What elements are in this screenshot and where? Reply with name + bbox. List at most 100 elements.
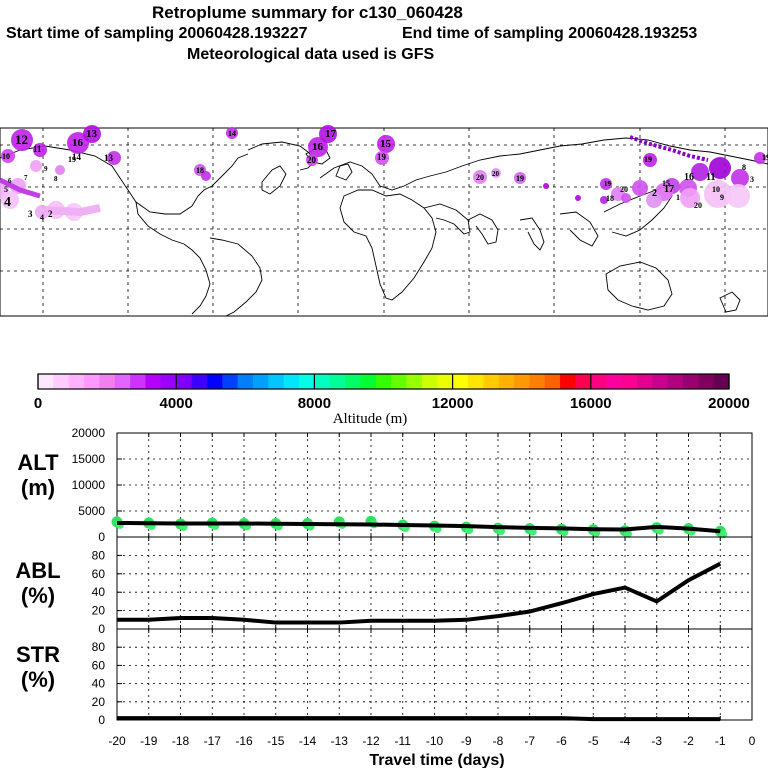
hour-marker-label: 20 [476, 173, 484, 182]
colorbar-segment [621, 374, 638, 389]
colorbar-tick-label: 8000 [298, 395, 331, 412]
plume-blob [709, 157, 731, 179]
y-tick-label: 40 [92, 585, 106, 599]
hour-marker-label: 14 [72, 152, 82, 162]
x-tick-label: -1 [715, 734, 726, 748]
met-data-label: Meteorological data used is GFS [187, 46, 435, 63]
plume-blob [543, 183, 549, 189]
colorbar-segment [206, 374, 223, 389]
y-tick-label: 20 [92, 695, 106, 709]
plume-blob [643, 153, 657, 167]
colorbar-segment [452, 374, 469, 389]
hour-marker-label: 2 [652, 188, 657, 199]
colorbar-segment [329, 374, 346, 389]
y-tick-label: 40 [92, 677, 106, 691]
y-tick-label: 20000 [72, 426, 106, 440]
hour-marker-label: 10 [2, 152, 10, 161]
panel-alt: 20000 15000 10000 5000 0 ALT(m) [17, 426, 753, 544]
start-time-label: Start time of sampling 20060428.193227 [6, 25, 308, 42]
colorbar-segment [222, 374, 239, 389]
plume-blob [514, 172, 526, 184]
plume-blob [11, 129, 33, 151]
plume-trail [43, 204, 101, 217]
plume-blob [83, 125, 101, 143]
colorbar-tick-label: 0 [34, 395, 42, 412]
colorbar-segment [237, 374, 254, 389]
hour-marker-label: 11 [33, 144, 42, 154]
x-tick-label: -13 [331, 734, 349, 748]
altitude-point [719, 530, 728, 539]
x-tick-label: -10 [426, 734, 444, 748]
colorbar-segment [176, 374, 193, 389]
plume-blob [308, 137, 328, 157]
panel-ylabel-unit: (%) [21, 583, 55, 608]
colorbar-tick-label: 12000 [432, 395, 474, 412]
colorbar-tick-label: 16000 [570, 395, 612, 412]
panel-ylabel: ALT [17, 450, 59, 475]
x-tick-label: -12 [362, 734, 380, 748]
hour-marker-label: 17 [325, 128, 337, 140]
panel-ylabel: STR [16, 642, 60, 667]
x-tick-label: -17 [204, 734, 222, 748]
hour-marker-label: 6 [8, 177, 12, 185]
x-tick-label: -7 [524, 734, 535, 748]
y-tick-label: 0 [98, 622, 105, 636]
colorbar-segment [667, 374, 684, 389]
hour-marker-label: 8 [54, 175, 58, 183]
panel-abl: 80 60 40 20 0 ABL(%) [15, 536, 753, 636]
plume-blob [30, 160, 42, 172]
hour-marker-label: 15 [662, 179, 670, 188]
hour-marker-label: 16 [684, 172, 694, 183]
hour-marker-label: 13 [86, 128, 98, 140]
colorbar-segment [467, 374, 484, 389]
plume-blob [67, 132, 89, 154]
hour-marker-label: 15 [380, 138, 392, 150]
colorbar-segment [406, 374, 423, 389]
colorbar-tick-label: 20000 [708, 395, 750, 412]
plume-blob [201, 171, 211, 181]
end-time-label: End time of sampling 20060428.193253 [402, 25, 698, 42]
plume-blob [375, 151, 389, 165]
colorbar-segment [299, 374, 315, 389]
hour-marker-label: 18 [196, 166, 204, 175]
colorbar-segment [130, 374, 147, 389]
colorbar-segment [160, 374, 177, 389]
colorbar-segment [590, 374, 607, 389]
y-tick-label: 5000 [78, 504, 105, 518]
hour-marker-label: 19 [644, 155, 652, 164]
hour-marker-label: 2 [48, 209, 53, 219]
series-line-str [117, 716, 721, 722]
plume-blob [55, 165, 65, 175]
colorbar-segment [698, 374, 715, 389]
map-gridlines [0, 128, 768, 316]
plume-blob [704, 180, 732, 208]
colorbar-segment [483, 374, 500, 389]
colorbar-segment [38, 374, 54, 389]
plume-blob [754, 152, 766, 164]
altitude-point [624, 529, 632, 538]
series-line-abl [117, 561, 722, 625]
x-tick-label: -2 [683, 734, 694, 748]
x-tick-label: 0 [749, 734, 756, 748]
hour-marker-label: 13 [104, 153, 114, 163]
y-tick-label: 80 [92, 548, 106, 562]
x-tick-label: -8 [493, 734, 504, 748]
time-series-panels: 20000150001000050000ALT(m)806040200ABL(%… [15, 426, 755, 768]
colorbar-segment [252, 374, 269, 389]
plume-blob [731, 169, 749, 187]
hour-marker-label: 19 [516, 174, 524, 183]
x-tick-label: -3 [651, 734, 662, 748]
altitude-mean-line [116, 520, 721, 534]
hour-marker-label: 7 [24, 174, 28, 182]
colorbar-segment [529, 374, 546, 389]
x-tick-label: -5 [588, 734, 599, 748]
retroplume-plume [0, 125, 766, 221]
colorbar-segment [391, 374, 408, 389]
hour-marker-label: 20 [694, 201, 702, 210]
hour-marker-label: 19 [377, 152, 387, 162]
colorbar-segment [68, 374, 85, 389]
hour-marker-label: 20 [620, 185, 628, 194]
